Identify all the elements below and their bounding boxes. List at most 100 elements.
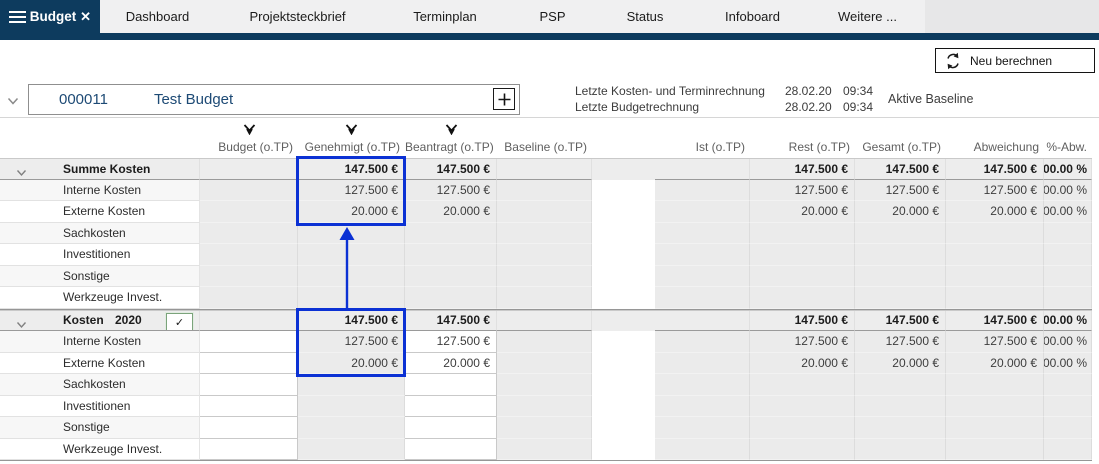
chevron-down-icon[interactable] xyxy=(16,318,27,331)
cell-baseline xyxy=(497,201,592,223)
cell-gap xyxy=(592,374,655,396)
add-button[interactable] xyxy=(493,88,515,110)
row-label: Kosten xyxy=(63,313,104,328)
col-header-beantragt: Beantragt (o.TP) xyxy=(405,140,494,154)
row-label: Summe Kosten xyxy=(63,161,151,176)
tab-budget-active[interactable]: Budget ✕ xyxy=(0,0,100,33)
cell-budget[interactable] xyxy=(200,374,298,396)
cell-gesamt: 147.500 € xyxy=(855,159,946,180)
cell-budget xyxy=(200,222,298,244)
cell-gesamt: 20.000 € xyxy=(855,201,946,223)
cell-pabw xyxy=(1044,287,1092,309)
cell-baseline xyxy=(497,179,592,201)
row-label: Externe Kosten xyxy=(63,204,146,219)
row-label: Sachkosten xyxy=(63,377,126,392)
tab-infoboard[interactable]: Infoboard xyxy=(725,9,780,24)
cell-rest xyxy=(750,222,855,244)
cell-beantragt: 147.500 € xyxy=(405,310,497,331)
cell-genehmigt xyxy=(298,244,405,266)
cell-rest xyxy=(750,265,855,287)
cell-genehmigt: 127.500 € xyxy=(298,331,405,353)
cell-baseline xyxy=(497,352,592,374)
tab-dashboard[interactable]: Dashboard xyxy=(125,9,190,24)
cell-gap xyxy=(592,201,655,223)
last-cost-calc-date: 28.02.20 xyxy=(785,84,832,98)
cell-ist xyxy=(655,244,750,266)
table-row: Investitionen xyxy=(0,244,1092,266)
cell-budget[interactable] xyxy=(200,352,298,374)
project-number: 000011 xyxy=(59,91,108,108)
cell-genehmigt xyxy=(298,417,405,439)
cell-baseline xyxy=(497,417,592,439)
cell-abweichung: 147.500 € xyxy=(946,159,1044,180)
close-icon[interactable]: ✕ xyxy=(80,9,91,24)
header-separator xyxy=(0,117,1099,118)
cell-budget xyxy=(200,244,298,266)
table-row: Kosten 2020 ✓ 147.500 €147.500 €147.500 €14… xyxy=(0,309,1092,331)
row-label-cell: Externe Kosten xyxy=(0,201,200,223)
cell-gap xyxy=(592,244,655,266)
row-label-cell: Werkzeuge Invest. xyxy=(0,438,200,460)
cell-genehmigt xyxy=(298,374,405,396)
cell-pabw xyxy=(1044,395,1092,417)
cell-gesamt xyxy=(855,374,946,396)
tab-weitere[interactable]: Weitere ... xyxy=(837,9,897,24)
cell-gesamt xyxy=(855,287,946,309)
row-label: Sachkosten xyxy=(63,225,126,240)
tab-bar-filler xyxy=(925,0,1099,33)
tab-projektsteckbrief[interactable]: Projektsteckbrief xyxy=(249,9,346,24)
row-label-cell: Investitionen xyxy=(0,395,200,417)
table-row: Externe Kosten 20.000 €20.000 €20.000 €20… xyxy=(0,201,1092,223)
cell-budget xyxy=(200,310,298,331)
cell-beantragt[interactable] xyxy=(405,395,497,417)
tab-status[interactable]: Status xyxy=(626,9,664,24)
col-header-baseline: Baseline (o.TP) xyxy=(504,140,587,154)
hamburger-menu-icon[interactable] xyxy=(9,8,26,26)
cell-rest xyxy=(750,244,855,266)
row-label-cell: Investitionen xyxy=(0,244,200,266)
cell-beantragt[interactable]: 127.500 € xyxy=(405,331,497,353)
cell-genehmigt xyxy=(298,395,405,417)
cost-group: Summe Kosten 147.500 €147.500 €147.500 €1… xyxy=(0,158,1092,310)
cell-baseline xyxy=(497,331,592,353)
cell-budget[interactable] xyxy=(200,417,298,439)
cell-baseline xyxy=(497,159,592,180)
cell-abweichung xyxy=(946,222,1044,244)
cell-beantragt[interactable]: 20.000 € xyxy=(405,352,497,374)
cell-budget[interactable] xyxy=(200,395,298,417)
tab-terminplan[interactable]: Terminplan xyxy=(413,9,477,24)
cell-ist xyxy=(655,374,750,396)
last-cost-calc-label: Letzte Kosten- und Terminrechnung xyxy=(575,84,765,98)
row-label: Interne Kosten xyxy=(63,182,142,197)
cell-beantragt: 20.000 € xyxy=(405,201,497,223)
chevron-down-icon[interactable] xyxy=(16,166,27,179)
filter-icon[interactable] xyxy=(243,122,256,140)
cell-budget[interactable] xyxy=(200,331,298,353)
nav-accent-strip xyxy=(0,33,1099,40)
table-row: Werkzeuge Invest. xyxy=(0,438,1092,460)
table-row: Investitionen xyxy=(0,395,1092,417)
cell-abweichung: 127.500 € xyxy=(946,331,1044,353)
cell-beantragt[interactable] xyxy=(405,438,497,460)
col-header-ist: Ist (o.TP) xyxy=(695,140,745,154)
cell-ist xyxy=(655,310,750,331)
cell-beantragt[interactable] xyxy=(405,374,497,396)
filter-icon[interactable] xyxy=(345,122,358,140)
cell-beantragt[interactable] xyxy=(405,417,497,439)
project-chevron-down-icon[interactable] xyxy=(7,93,19,111)
recalculate-button[interactable]: Neu berechnen xyxy=(935,48,1095,73)
row-label-cell: Interne Kosten xyxy=(0,179,200,201)
cell-ist xyxy=(655,438,750,460)
cell-pabw: 100.00 % xyxy=(1044,310,1092,331)
cell-budget[interactable] xyxy=(200,438,298,460)
cell-ist xyxy=(655,159,750,180)
year-label: 2020 xyxy=(115,313,142,328)
cell-budget xyxy=(200,179,298,201)
cell-rest: 20.000 € xyxy=(750,352,855,374)
tab-psp[interactable]: PSP xyxy=(539,9,566,24)
last-cost-calc-time: 09:34 xyxy=(843,84,874,98)
active-checkbox[interactable]: ✓ xyxy=(165,311,194,331)
filter-icon[interactable] xyxy=(445,122,458,140)
cell-pabw xyxy=(1044,417,1092,439)
cell-ist xyxy=(655,352,750,374)
